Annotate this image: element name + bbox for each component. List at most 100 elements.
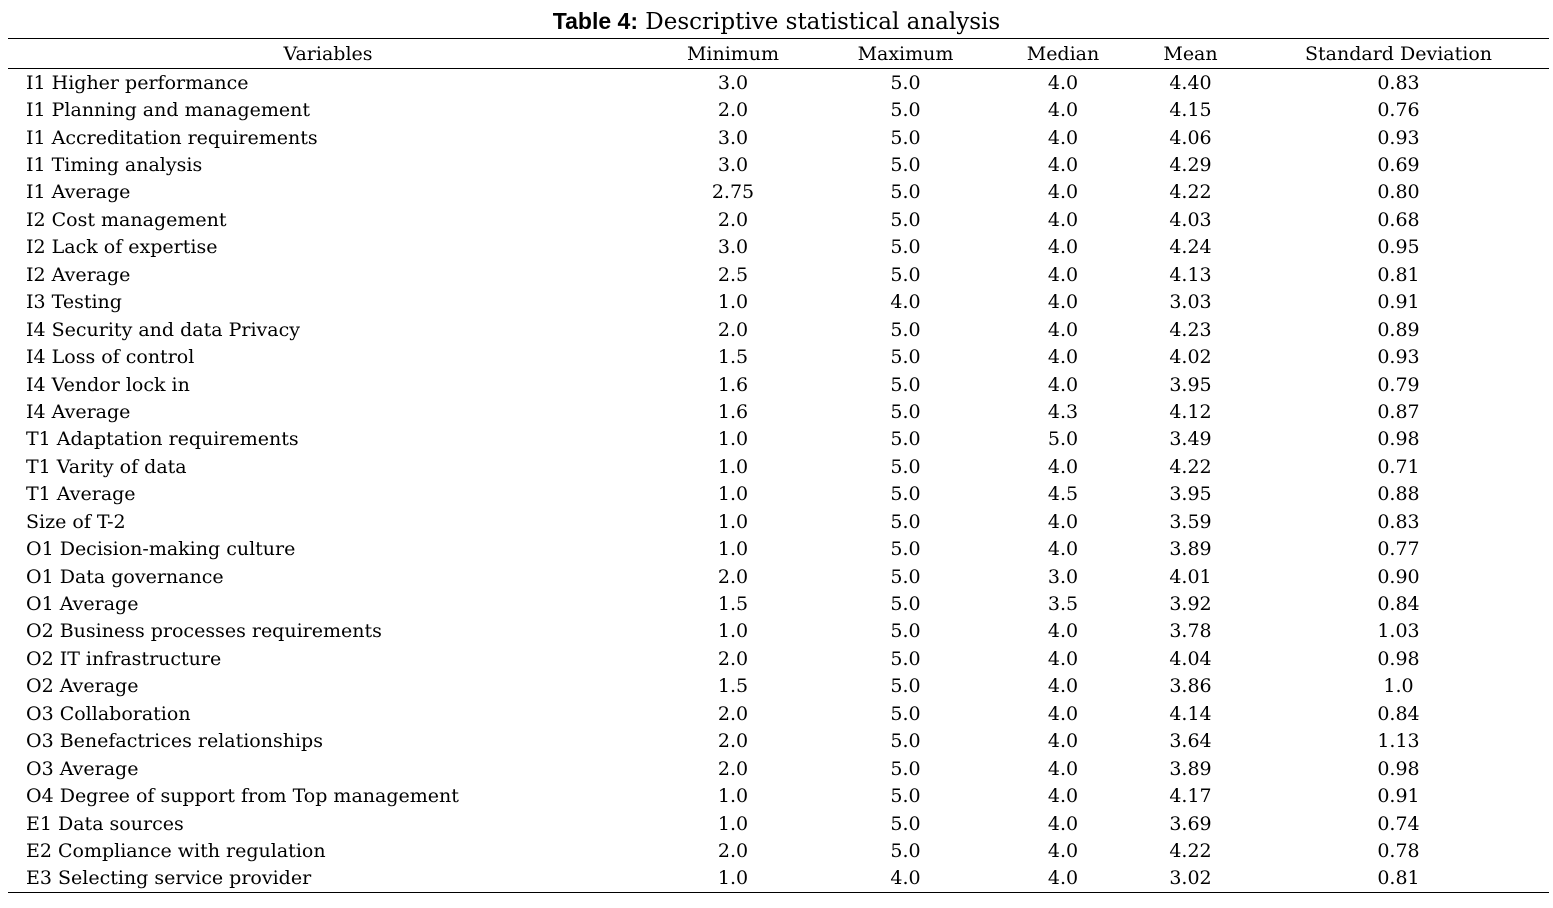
- mean-cell: 3.92: [1169, 593, 1212, 616]
- statistics-table-container: Variables Minimum Maximum Median Mean St…: [8, 38, 1549, 893]
- maximum-cell: 5.0: [890, 373, 921, 396]
- variable-cell: O2 Business processes requirements: [26, 620, 382, 643]
- minimum-cell: 2.0: [717, 647, 749, 670]
- median-cell: 4.0: [1047, 620, 1079, 643]
- minimum-cell: 2.0: [717, 99, 749, 122]
- table-row: O3 Average 2.0 5.0 4.0 3.89 0.98: [8, 755, 1549, 782]
- table-row: I4 Vendor lock in 1.6 5.0 4.0 3.95 0.79: [8, 371, 1549, 398]
- median-cell: 3.0: [1047, 565, 1079, 588]
- maximum-cell: 5.0: [890, 263, 921, 286]
- mean-cell: 3.95: [1169, 483, 1212, 506]
- maximum-cell: 5.0: [890, 757, 921, 780]
- std-dev-cell: 0.93: [1377, 346, 1420, 369]
- variable-cell: I1 Average: [26, 181, 131, 204]
- std-dev-cell: 0.84: [1377, 593, 1420, 616]
- median-cell: 4.0: [1047, 455, 1079, 478]
- median-cell: 4.0: [1047, 839, 1079, 862]
- table-header: Variables Minimum Maximum Median Mean St…: [8, 38, 1549, 69]
- variable-cell: I4 Average: [26, 400, 131, 423]
- std-dev-cell: 0.77: [1377, 538, 1420, 561]
- mean-cell: 3.89: [1169, 538, 1212, 561]
- std-dev-cell: 0.80: [1377, 181, 1420, 204]
- variable-cell: E1 Data sources: [26, 812, 184, 835]
- variable-cell: E3 Selecting service provider: [26, 867, 312, 890]
- std-dev-cell: 1.0: [1383, 675, 1414, 698]
- minimum-cell: 1.0: [717, 428, 749, 451]
- mean-cell: 4.03: [1169, 208, 1212, 231]
- median-cell: 4.0: [1047, 154, 1079, 177]
- minimum-cell: 2.0: [717, 757, 749, 780]
- std-dev-cell: 0.93: [1377, 126, 1420, 149]
- maximum-cell: 5.0: [890, 538, 921, 561]
- median-cell: 4.0: [1047, 71, 1079, 94]
- median-cell: 4.0: [1047, 702, 1079, 725]
- table-row: Size of T-2 1.0 5.0 4.0 3.59 0.83: [8, 508, 1549, 535]
- minimum-cell: 2.0: [717, 730, 749, 753]
- maximum-cell: 5.0: [890, 181, 921, 204]
- mean-cell: 3.59: [1169, 510, 1212, 533]
- header-row: Variables Minimum Maximum Median Mean St…: [8, 38, 1549, 69]
- mean-cell: 4.24: [1169, 236, 1212, 259]
- minimum-cell: 1.0: [717, 291, 749, 314]
- mean-cell: 4.01: [1169, 565, 1212, 588]
- table-row: I1 Average 2.75 5.0 4.0 4.22 0.80: [8, 179, 1549, 206]
- table-row: O1 Average 1.5 5.0 3.5 3.92 0.84: [8, 590, 1549, 617]
- maximum-cell: 5.0: [890, 236, 921, 259]
- maximum-cell: 5.0: [890, 702, 921, 725]
- mean-cell: 3.69: [1169, 812, 1212, 835]
- maximum-cell: 5.0: [890, 812, 921, 835]
- maximum-cell: 5.0: [890, 455, 921, 478]
- mean-cell: 4.14: [1169, 702, 1212, 725]
- mean-cell: 3.02: [1169, 867, 1212, 890]
- maximum-cell: 5.0: [890, 99, 921, 122]
- table-row: I2 Cost management 2.0 5.0 4.0 4.03 0.68: [8, 206, 1549, 233]
- std-dev-cell: 0.81: [1377, 867, 1420, 890]
- table-body: I1 Higher performance 3.0 5.0 4.0 4.40 0.83 I1…: [8, 69, 1549, 893]
- variable-cell: I4 Vendor lock in: [26, 373, 190, 396]
- header-maximum: Maximum: [857, 42, 954, 65]
- maximum-cell: 5.0: [890, 730, 921, 753]
- minimum-cell: 2.0: [717, 318, 749, 341]
- table-row: O1 Decision-making culture 1.0 5.0 4.0 3.89 0…: [8, 535, 1549, 562]
- minimum-cell: 1.0: [717, 510, 749, 533]
- std-dev-cell: 0.76: [1377, 99, 1420, 122]
- table-row: I4 Security and data Privacy 2.0 5.0 4.0 4.2…: [8, 316, 1549, 343]
- table-row: I3 Testing 1.0 4.0 4.0 3.03 0.91: [8, 289, 1549, 316]
- minimum-cell: 1.6: [717, 373, 749, 396]
- variable-cell: O3 Collaboration: [26, 702, 191, 725]
- mean-cell: 3.03: [1169, 291, 1212, 314]
- mean-cell: 4.40: [1169, 71, 1212, 94]
- header-variables: Variables: [283, 42, 373, 65]
- minimum-cell: 1.0: [717, 785, 749, 808]
- header-minimum: Minimum: [686, 42, 780, 65]
- variable-cell: I1 Accreditation requirements: [26, 126, 318, 149]
- minimum-cell: 1.0: [717, 812, 749, 835]
- minimum-cell: 3.0: [717, 126, 749, 149]
- maximum-cell: 5.0: [890, 510, 921, 533]
- std-dev-cell: 1.13: [1377, 730, 1420, 753]
- minimum-cell: 1.0: [717, 867, 749, 890]
- minimum-cell: 2.0: [717, 565, 749, 588]
- variable-cell: O4 Degree of support from Top management: [26, 785, 459, 808]
- variable-cell: O1 Data governance: [26, 565, 224, 588]
- median-cell: 4.3: [1047, 400, 1079, 423]
- variable-cell: I1 Higher performance: [26, 71, 249, 94]
- median-cell: 4.0: [1047, 291, 1079, 314]
- variable-cell: I2 Lack of expertise: [26, 236, 218, 259]
- std-dev-cell: 0.87: [1377, 400, 1420, 423]
- minimum-cell: 2.0: [717, 839, 749, 862]
- median-cell: 4.0: [1047, 318, 1079, 341]
- variable-cell: E2 Compliance with regulation: [26, 839, 326, 862]
- minimum-cell: 2.5: [717, 263, 749, 286]
- table-row: I4 Average 1.6 5.0 4.3 4.12 0.87: [8, 398, 1549, 425]
- maximum-cell: 5.0: [890, 647, 921, 670]
- table-row: I4 Loss of control 1.5 5.0 4.0 4.02 0.93: [8, 343, 1549, 370]
- table-row: O1 Data governance 2.0 5.0 3.0 4.01 0.90: [8, 563, 1549, 590]
- maximum-cell: 5.0: [890, 565, 921, 588]
- header-standard-deviation: Standard Deviation: [1305, 42, 1492, 65]
- minimum-cell: 2.75: [711, 181, 755, 204]
- median-cell: 4.0: [1047, 675, 1079, 698]
- variable-cell: T1 Varity of data: [26, 455, 187, 478]
- variable-cell: O3 Benefactrices relationships: [26, 730, 323, 753]
- maximum-cell: 5.0: [890, 208, 921, 231]
